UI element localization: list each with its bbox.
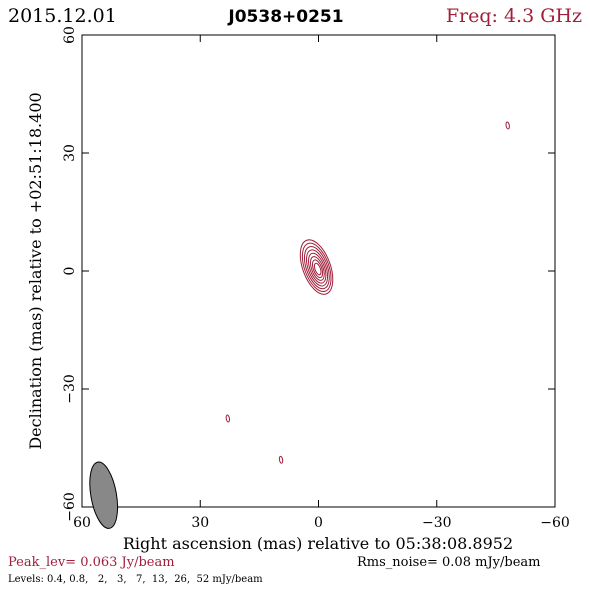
beam-ellipse: [89, 461, 119, 529]
minor-component-3: [278, 455, 284, 464]
x-tick-label: −30: [422, 515, 452, 531]
x-tick-label: 60: [73, 515, 91, 531]
contour-level-8: [313, 262, 322, 276]
beam-layer: [89, 461, 119, 529]
contour-layer: [225, 121, 510, 464]
x-axis-label: Right ascension (mas) relative to 05:38:…: [123, 534, 513, 553]
observation-date: 2015.12.01: [8, 5, 117, 27]
minor-component-1: [505, 121, 510, 130]
plot-frame: [81, 34, 556, 508]
y-axis-label: Declination (mas) relative to +02:51:18.…: [26, 92, 45, 449]
x-tick-label: −60: [540, 515, 570, 531]
y-tick-label: 0: [62, 267, 78, 276]
contour-level-2: [301, 242, 332, 292]
contour-level-3: [303, 246, 330, 290]
x-tick-label: 0: [314, 515, 323, 531]
source-name: J0538+0251: [227, 7, 343, 27]
frequency-label: Freq: 4.3 GHz: [446, 5, 582, 27]
contour-level-7: [311, 259, 324, 279]
contour-levels: Levels: 0.4, 0.8, 2, 3, 7, 13, 26, 52 mJ…: [8, 574, 263, 585]
y-tick-label: −30: [62, 374, 78, 404]
minor-component-2: [225, 414, 231, 423]
y-tick-label: −60: [62, 492, 78, 522]
y-tick-label: 30: [62, 144, 78, 162]
y-tick-label: 60: [62, 26, 78, 44]
contour-level-6: [310, 256, 325, 281]
x-tick-label: 30: [191, 515, 209, 531]
rms-noise: Rms_noise= 0.08 mJy/beam: [357, 555, 540, 570]
contour-level-1: [299, 239, 334, 295]
contour-level-5: [308, 252, 327, 284]
contour-level-4: [306, 249, 329, 287]
peak-level: Peak_lev= 0.063 Jy/beam: [8, 555, 175, 570]
